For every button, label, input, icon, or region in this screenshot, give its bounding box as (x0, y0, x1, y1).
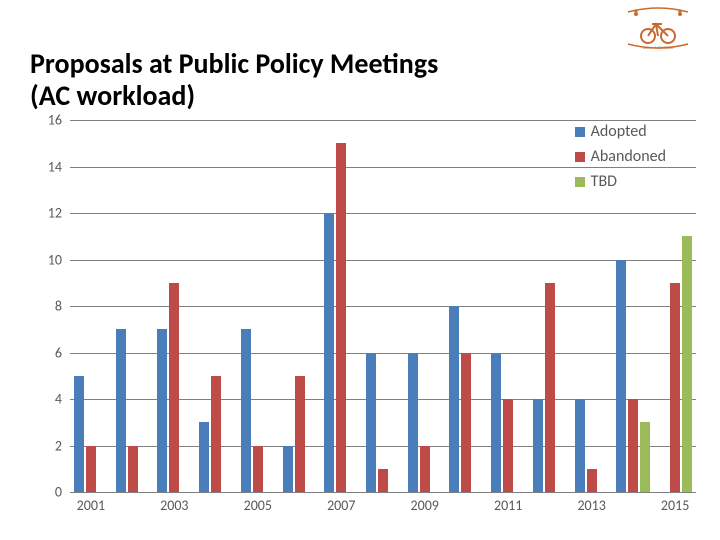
bar (169, 283, 179, 492)
bar (640, 422, 650, 492)
bar (670, 283, 680, 492)
x-axis-label: 2007 (327, 497, 355, 514)
bar (545, 283, 555, 492)
bar (682, 236, 692, 492)
svg-text:ARIN • MONTREAL: ARIN • MONTREAL (643, 46, 674, 50)
y-axis-label: 8 (32, 298, 62, 315)
y-axis-label: 2 (32, 437, 62, 454)
bar (86, 446, 96, 493)
y-axis-label: 14 (32, 158, 62, 175)
x-axis-label: 2015 (661, 497, 689, 514)
x-axis-label: 2011 (494, 497, 522, 514)
bar (295, 376, 305, 492)
page-title: Proposals at Public Policy Meetings (AC … (30, 48, 590, 112)
bar (128, 446, 138, 493)
title-line-1: Proposals at Public Policy Meetings (30, 46, 438, 81)
bar (461, 353, 471, 493)
y-axis-label: 12 (32, 205, 62, 222)
title-line-2: (AC workload) (30, 78, 195, 113)
legend-label: Abandoned (591, 147, 666, 166)
bar (241, 329, 251, 492)
y-axis-label: 0 (32, 484, 62, 501)
y-axis-label: 4 (32, 391, 62, 408)
gridline (70, 492, 696, 493)
x-axis-label: 2013 (577, 497, 605, 514)
bar (616, 260, 626, 493)
bar (378, 469, 388, 492)
bar (336, 143, 346, 492)
bar (157, 329, 167, 492)
bar (74, 376, 84, 492)
bar (253, 446, 263, 493)
gridline (70, 213, 696, 214)
bar (211, 376, 221, 492)
bar (366, 353, 376, 493)
bar (587, 469, 597, 492)
y-axis-label: 10 (32, 251, 62, 268)
legend-item: Adopted (575, 122, 666, 141)
bar (533, 399, 543, 492)
gridline (70, 120, 696, 121)
logo: ARIN • MONTREAL (618, 6, 698, 50)
x-axis-label: 2003 (160, 497, 188, 514)
legend-swatch (575, 177, 585, 187)
legend-swatch (575, 152, 585, 162)
bar (420, 446, 430, 493)
x-axis-label: 2009 (411, 497, 439, 514)
bar (628, 399, 638, 492)
legend-item: Abandoned (575, 147, 666, 166)
bar-chart: 2001 2003 2005 2007 2009 2011 2013 2015 Adopted… (32, 120, 696, 512)
bar (575, 399, 585, 492)
bar (503, 399, 513, 492)
legend: Adopted Abandoned TBD (575, 122, 666, 197)
bar (324, 213, 334, 492)
legend-swatch (575, 127, 585, 137)
bar (491, 353, 501, 493)
gridline (70, 260, 696, 261)
bar (408, 353, 418, 493)
y-axis-label: 6 (32, 344, 62, 361)
legend-item: TBD (575, 172, 666, 191)
legend-label: TBD (591, 172, 617, 191)
legend-label: Adopted (591, 122, 647, 141)
gridline (70, 306, 696, 307)
x-axis-label: 2005 (244, 497, 272, 514)
y-axis-label: 16 (32, 112, 62, 129)
x-axis-label: 2001 (77, 497, 105, 514)
bar (283, 446, 293, 493)
bar (199, 422, 209, 492)
bar (449, 306, 459, 492)
bar (116, 329, 126, 492)
